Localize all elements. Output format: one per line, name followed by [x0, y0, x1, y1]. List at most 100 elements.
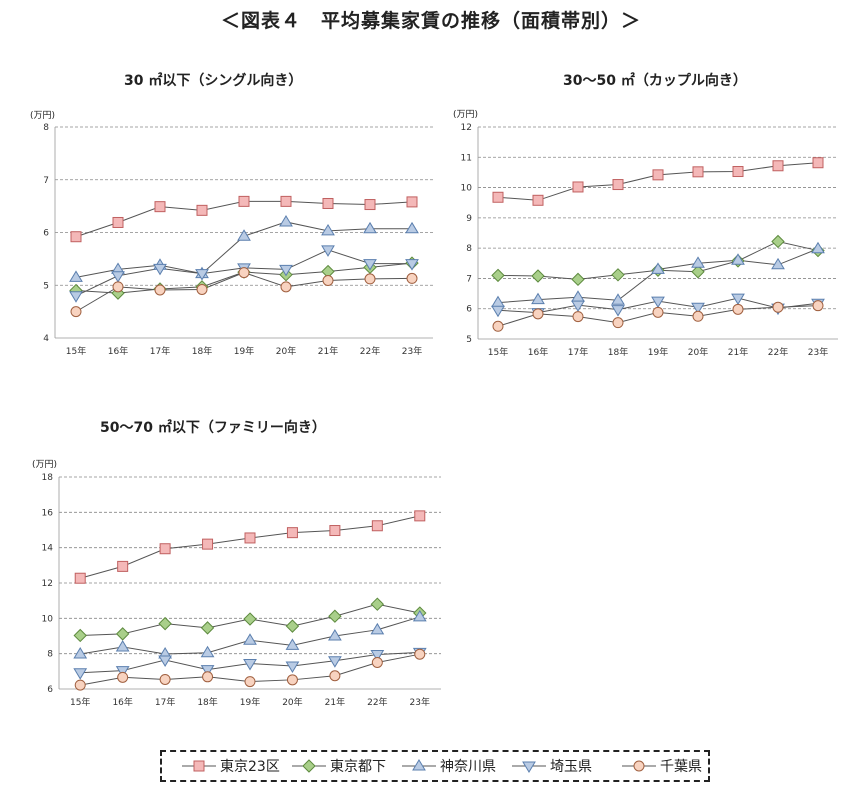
data-point — [70, 306, 82, 318]
data-point — [772, 301, 784, 313]
data-point — [279, 214, 293, 227]
x-tick-label: 19年 — [234, 345, 254, 357]
data-point — [691, 256, 705, 268]
data-point — [73, 647, 88, 659]
data-point — [329, 670, 341, 682]
data-point — [571, 300, 585, 313]
data-point — [692, 310, 704, 322]
data-point — [70, 231, 82, 243]
data-point — [200, 621, 215, 635]
legend-item: 埼玉県 — [512, 759, 592, 775]
x-tick-label: 21年 — [318, 345, 338, 357]
data-point — [371, 520, 383, 532]
data-point — [115, 639, 130, 652]
data-point — [238, 195, 250, 207]
data-point — [321, 245, 335, 257]
x-tick-label: 23年 — [410, 696, 430, 708]
data-point — [811, 241, 825, 254]
data-point — [243, 659, 257, 671]
data-point — [572, 311, 584, 323]
data-point — [532, 194, 544, 206]
legend-label: 神奈川県 — [440, 759, 496, 775]
x-tick-label: 23年 — [808, 346, 828, 358]
data-point — [243, 633, 257, 645]
series-markers — [491, 241, 825, 308]
legend-item: 東京23区 — [182, 759, 280, 775]
data-point — [200, 645, 215, 658]
legend-marker — [522, 761, 536, 773]
data-point — [491, 268, 505, 283]
x-tick-label: 16年 — [528, 346, 548, 358]
data-point — [321, 223, 335, 236]
y-tick-label: 6 — [47, 685, 53, 695]
x-tick-label: 15年 — [488, 346, 508, 358]
x-tick-label: 17年 — [568, 346, 588, 358]
legend-label: 埼玉県 — [550, 759, 592, 775]
data-point — [611, 293, 625, 305]
legend-marker — [193, 760, 205, 772]
data-point — [200, 665, 215, 677]
series-line — [497, 162, 819, 201]
data-point — [117, 560, 129, 572]
series-markers — [491, 234, 825, 287]
data-point — [651, 262, 665, 274]
x-tick-label: 22年 — [768, 346, 788, 358]
data-point — [285, 619, 300, 633]
data-point — [612, 317, 624, 329]
series-markers — [70, 267, 418, 318]
data-point — [651, 296, 665, 309]
data-point — [328, 656, 342, 668]
chart-3-plot: 6 8 10 12 14 16 18 15年 16年 17年 18年 19年 20年 21年 22年 23年 — [42, 473, 441, 708]
x-tick-label: 23年 — [402, 345, 422, 357]
x-tick-label: 16年 — [108, 345, 128, 357]
data-point — [244, 532, 256, 544]
data-point — [237, 229, 251, 241]
data-point — [812, 300, 824, 312]
y-tick-label: 8 — [43, 123, 49, 133]
y-tick-label: 7 — [466, 274, 472, 284]
data-point — [492, 320, 504, 332]
data-point — [732, 303, 744, 315]
data-point — [153, 263, 167, 276]
data-point — [154, 201, 166, 213]
x-tick-label: 15年 — [66, 345, 86, 357]
y-tick-label: 18 — [42, 473, 54, 483]
chart-3-title: 50～70 ㎡以下（ファミリー向き） — [100, 420, 326, 436]
data-point — [414, 648, 426, 660]
data-point — [405, 221, 419, 234]
data-point — [772, 160, 784, 172]
data-point — [370, 650, 385, 662]
data-point — [285, 661, 300, 674]
y-tick-label: 5 — [466, 335, 472, 345]
data-point — [69, 270, 83, 282]
data-point — [243, 612, 257, 626]
data-point — [73, 668, 88, 680]
data-point — [406, 272, 418, 284]
x-tick-label: 18年 — [192, 345, 212, 357]
data-point — [286, 674, 298, 686]
y-tick-label: 11 — [461, 153, 472, 163]
data-point — [159, 673, 171, 685]
data-point — [322, 275, 334, 287]
data-point — [531, 292, 545, 305]
data-point — [414, 510, 426, 522]
x-tick-label: 22年 — [367, 696, 387, 708]
legend-marker — [302, 759, 316, 773]
data-point — [238, 267, 250, 279]
y-tick-label: 10 — [461, 184, 473, 194]
x-tick-label: 19年 — [648, 346, 668, 358]
data-point — [112, 216, 124, 228]
data-point — [73, 628, 87, 643]
data-point — [154, 284, 166, 296]
data-point — [405, 259, 419, 271]
data-point — [364, 273, 376, 285]
data-point — [771, 234, 785, 249]
y-tick-label: 8 — [47, 650, 53, 660]
legend-label: 東京都下 — [330, 759, 386, 775]
data-point — [363, 259, 377, 271]
data-point — [158, 616, 172, 631]
y-tick-label: 10 — [42, 614, 54, 624]
data-point — [611, 268, 625, 282]
data-point — [611, 305, 625, 317]
data-point — [571, 272, 585, 287]
